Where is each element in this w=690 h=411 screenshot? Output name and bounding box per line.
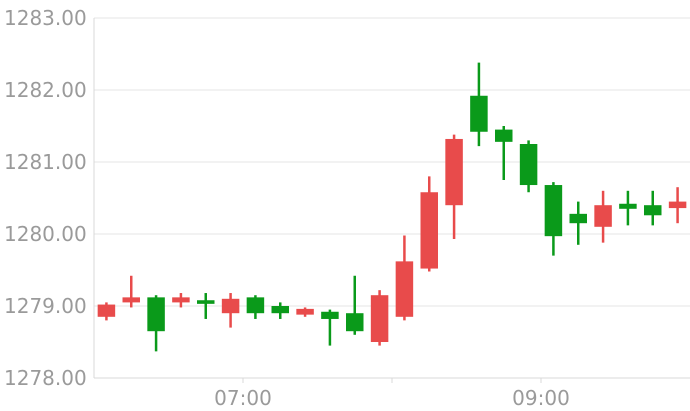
candle bbox=[296, 307, 314, 317]
candle-body bbox=[569, 213, 587, 224]
y-tick-label: 1283.00 bbox=[4, 6, 87, 30]
candle bbox=[346, 275, 364, 335]
candle-body bbox=[147, 297, 165, 332]
candle-body bbox=[445, 138, 463, 206]
candle-body bbox=[644, 205, 662, 216]
candle bbox=[321, 309, 339, 346]
candle-body bbox=[296, 308, 314, 315]
candle bbox=[470, 62, 488, 147]
candle-body bbox=[246, 297, 265, 314]
candles-layer bbox=[97, 62, 687, 352]
candle bbox=[619, 190, 637, 226]
candle-body bbox=[619, 203, 637, 209]
candle-body bbox=[97, 304, 116, 317]
candle-body bbox=[495, 129, 513, 142]
candle bbox=[644, 190, 662, 226]
candle-body bbox=[594, 205, 612, 227]
x-tick-label: 07:00 bbox=[214, 386, 272, 410]
candle-body bbox=[668, 201, 687, 209]
candle-body bbox=[172, 297, 190, 303]
candle-body bbox=[271, 306, 289, 314]
candle bbox=[395, 235, 414, 321]
candle bbox=[569, 201, 587, 245]
y-tick-label: 1282.00 bbox=[4, 78, 87, 102]
candle-body bbox=[221, 298, 240, 314]
y-tick-label: 1281.00 bbox=[4, 150, 87, 174]
labels-layer: 1278.00 1279.00 1280.00 1281.00 1282.00 1283.… bbox=[4, 6, 570, 410]
candle-body bbox=[395, 261, 414, 317]
candle bbox=[271, 302, 289, 319]
y-tick-label: 1278.00 bbox=[4, 366, 87, 390]
candle bbox=[172, 293, 190, 308]
candle bbox=[370, 290, 389, 346]
candle-body bbox=[470, 95, 488, 132]
y-tick-label: 1279.00 bbox=[4, 294, 87, 318]
candle bbox=[519, 140, 538, 193]
candle bbox=[197, 293, 215, 319]
x-tick-label: 09:00 bbox=[512, 386, 570, 410]
candle bbox=[668, 187, 687, 224]
candle bbox=[97, 302, 116, 321]
candle bbox=[246, 295, 265, 319]
candle bbox=[221, 293, 240, 328]
candle-body bbox=[346, 313, 364, 332]
candle bbox=[122, 275, 140, 308]
candle-body bbox=[519, 144, 538, 186]
candle-body bbox=[321, 311, 339, 319]
grid-layer bbox=[93, 17, 690, 383]
candle-body bbox=[122, 297, 140, 303]
candle bbox=[544, 182, 563, 256]
candle bbox=[420, 176, 438, 272]
y-tick-label: 1280.00 bbox=[4, 222, 87, 246]
candle bbox=[495, 126, 513, 180]
candle-body bbox=[420, 192, 438, 269]
candle-body bbox=[370, 295, 389, 342]
candle-body bbox=[197, 300, 215, 304]
candle-body bbox=[544, 185, 563, 237]
candle bbox=[147, 295, 165, 352]
candle bbox=[445, 134, 463, 240]
candle bbox=[594, 190, 612, 243]
